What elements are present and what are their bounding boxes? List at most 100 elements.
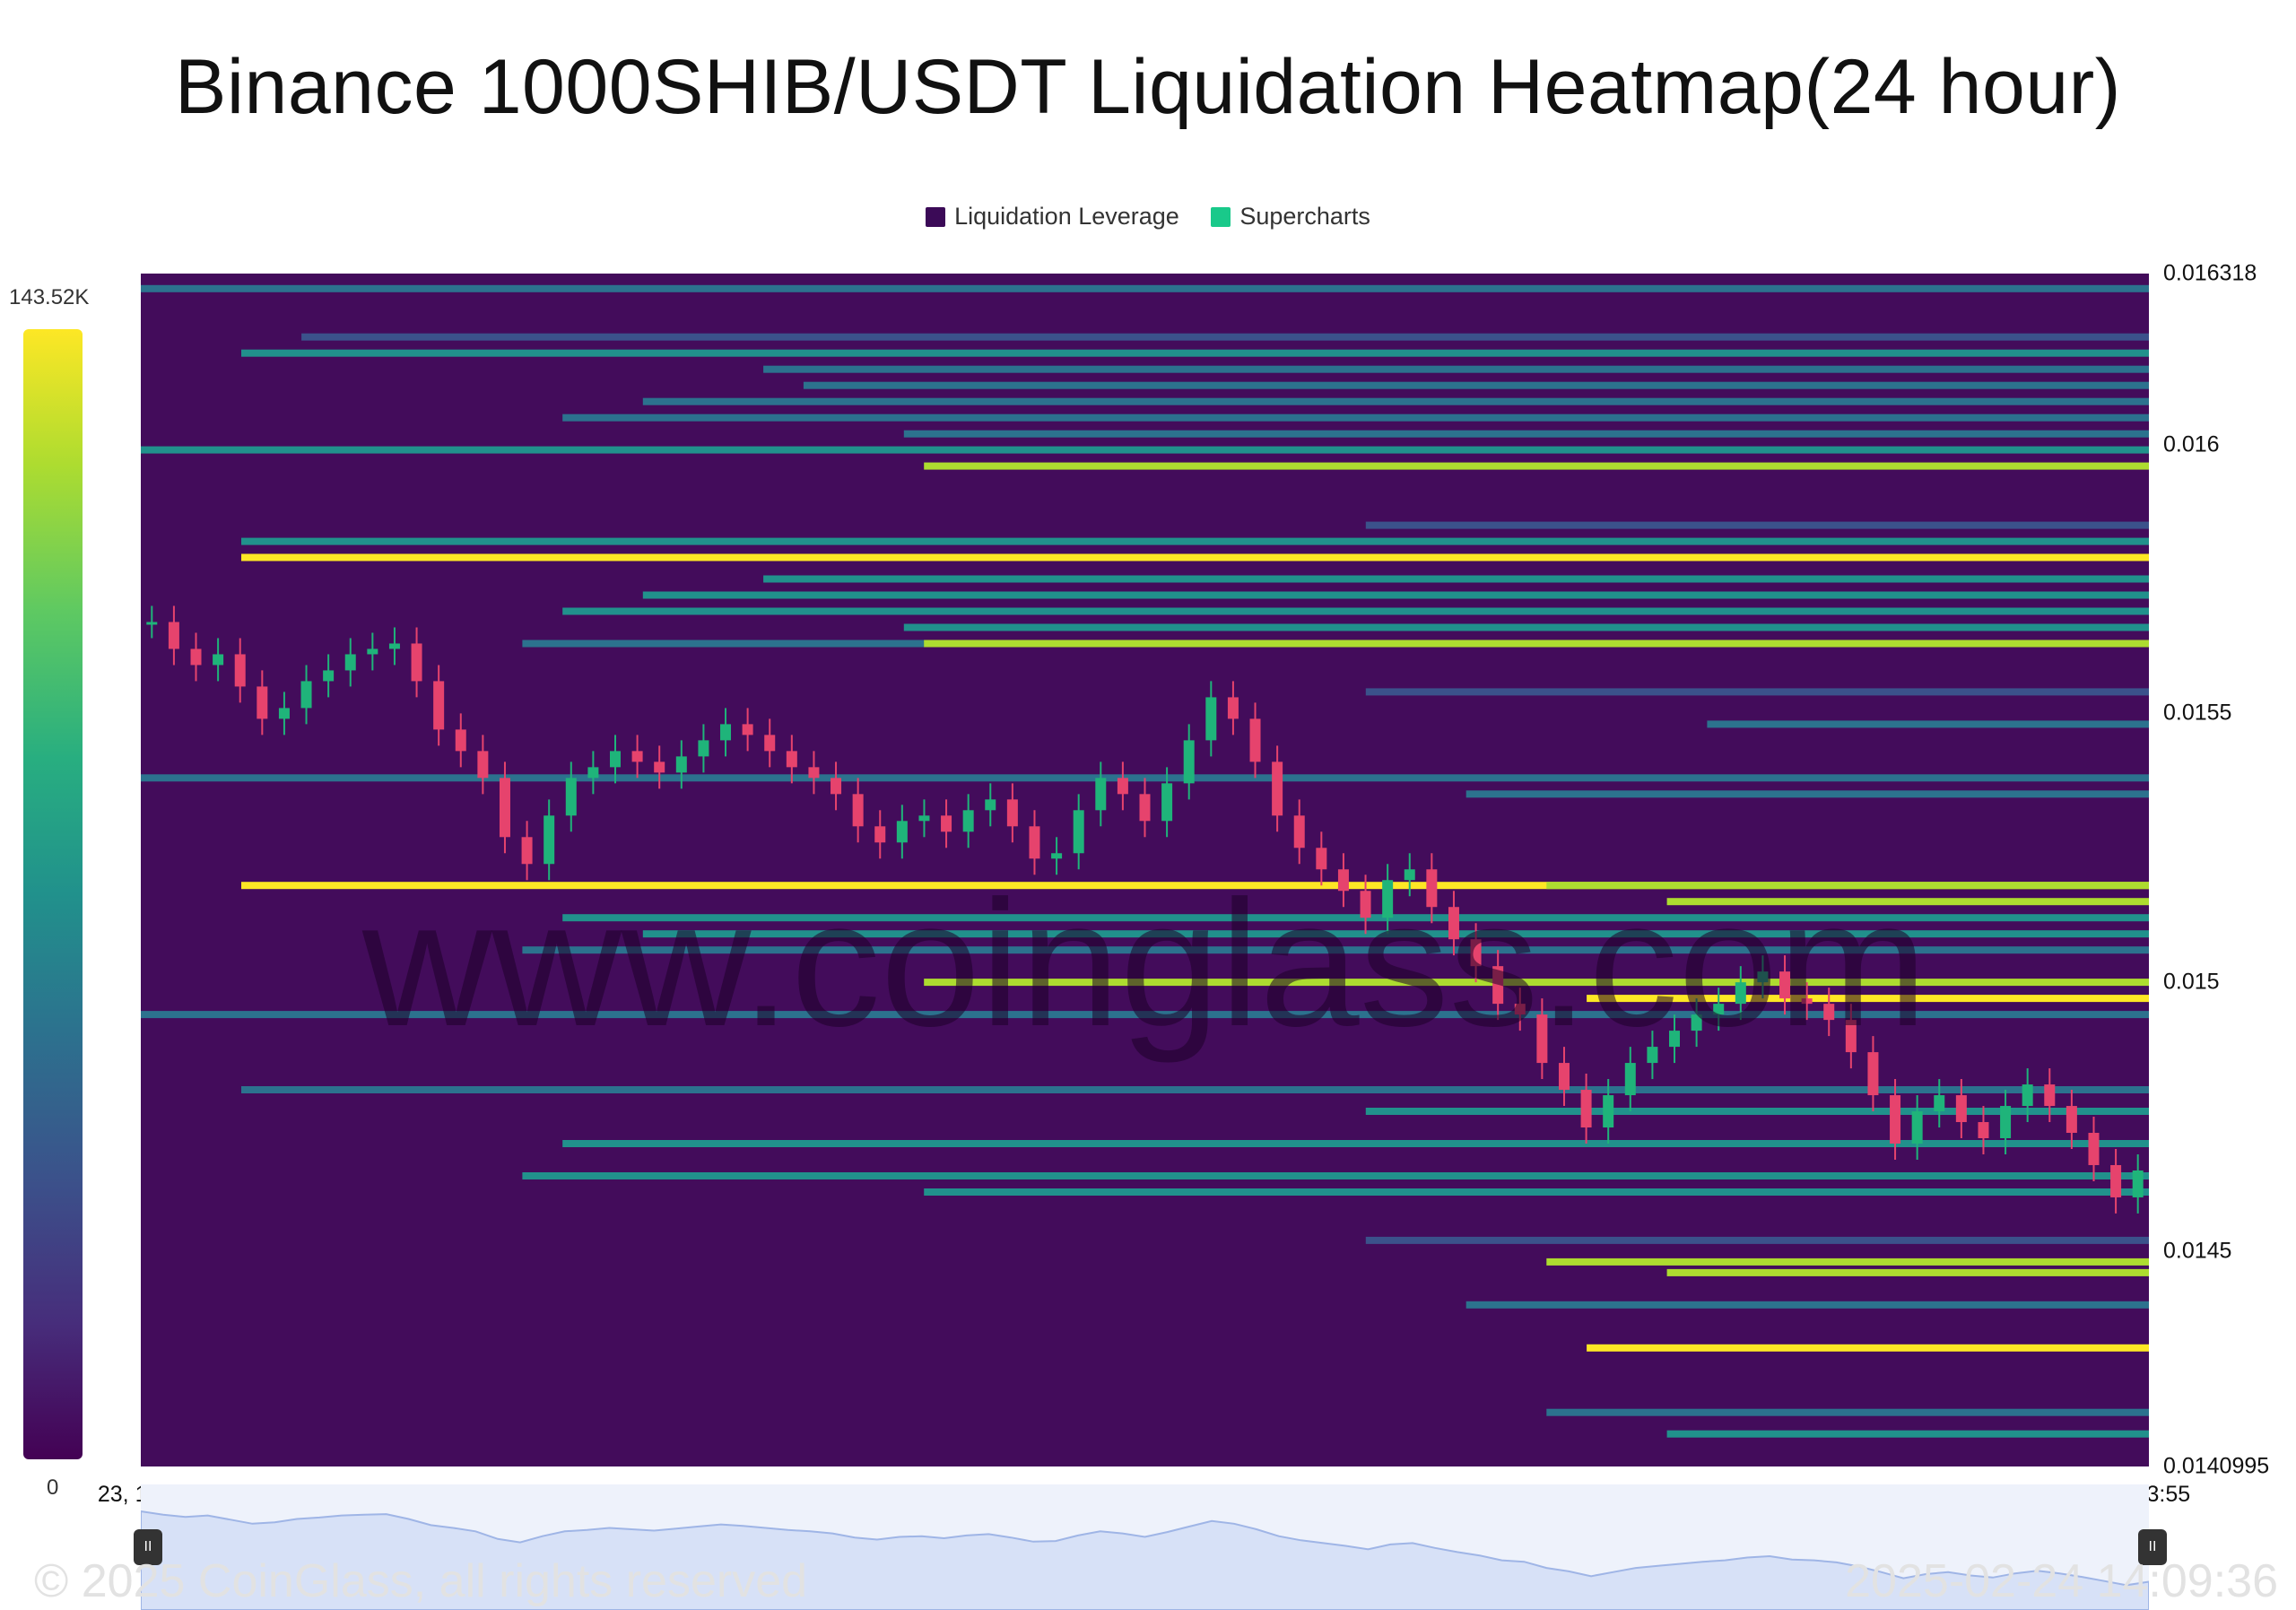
liquidation-band[interactable] bbox=[924, 979, 2149, 987]
liquidation-band[interactable] bbox=[522, 946, 2149, 954]
price-candle[interactable] bbox=[1227, 697, 1239, 719]
liquidation-band[interactable] bbox=[141, 284, 2149, 292]
liquidation-band[interactable] bbox=[241, 882, 2149, 890]
legend-item-liquidation-leverage[interactable]: Liquidation Leverage bbox=[926, 203, 1179, 231]
heatmap-plot-area[interactable]: www.coinglass.com bbox=[141, 274, 2149, 1466]
navigator-left-handle[interactable]: II bbox=[134, 1529, 162, 1565]
price-candle[interactable] bbox=[1337, 869, 1349, 892]
price-candle[interactable] bbox=[896, 821, 908, 843]
liquidation-band[interactable] bbox=[562, 607, 2149, 615]
price-candle[interactable] bbox=[587, 767, 599, 779]
price-candle[interactable] bbox=[2088, 1133, 2100, 1165]
liquidation-band[interactable] bbox=[1465, 790, 2149, 798]
price-candle[interactable] bbox=[257, 686, 268, 719]
price-candle[interactable] bbox=[1095, 778, 1107, 811]
price-candle[interactable] bbox=[2132, 1170, 2144, 1197]
price-candle[interactable] bbox=[1757, 971, 1769, 983]
price-candle[interactable] bbox=[1801, 998, 1813, 1005]
liquidation-band[interactable] bbox=[924, 640, 2149, 648]
liquidation-band[interactable] bbox=[141, 1011, 2149, 1019]
price-candle[interactable] bbox=[2022, 1084, 2033, 1107]
price-candle[interactable] bbox=[1205, 697, 1217, 741]
price-candle[interactable] bbox=[1735, 982, 1746, 1005]
price-candle[interactable] bbox=[1934, 1095, 1945, 1112]
price-candle[interactable] bbox=[1536, 1014, 1548, 1064]
liquidation-band[interactable] bbox=[1365, 1108, 2149, 1115]
liquidation-band[interactable] bbox=[1365, 521, 2149, 529]
price-candle[interactable] bbox=[1624, 1063, 1636, 1096]
price-candle[interactable] bbox=[1713, 1004, 1725, 1015]
price-candle[interactable] bbox=[1779, 971, 1791, 999]
price-candle[interactable] bbox=[1249, 718, 1261, 762]
liquidation-band[interactable] bbox=[241, 1086, 2149, 1093]
price-candle[interactable] bbox=[2110, 1164, 2122, 1197]
liquidation-band[interactable] bbox=[1546, 1258, 2149, 1266]
liquidation-band[interactable] bbox=[241, 349, 2149, 357]
price-candle[interactable] bbox=[499, 778, 510, 838]
liquidation-band[interactable] bbox=[562, 914, 2149, 922]
price-candle[interactable] bbox=[1691, 1014, 1702, 1031]
liquidation-band[interactable] bbox=[1666, 898, 2149, 906]
price-candle[interactable] bbox=[2044, 1084, 2056, 1107]
price-candle[interactable] bbox=[2066, 1106, 2077, 1134]
liquidation-band[interactable] bbox=[1365, 688, 2149, 696]
price-candle[interactable] bbox=[831, 778, 842, 795]
price-candle[interactable] bbox=[1890, 1095, 1901, 1144]
price-candle[interactable] bbox=[720, 724, 732, 741]
liquidation-band[interactable] bbox=[1587, 995, 2149, 1003]
liquidation-band[interactable] bbox=[241, 553, 2149, 561]
price-candle[interactable] bbox=[1514, 1004, 1526, 1015]
price-candle[interactable] bbox=[1580, 1090, 1592, 1128]
liquidation-band[interactable] bbox=[924, 1188, 2149, 1196]
liquidation-band[interactable] bbox=[141, 446, 2149, 454]
price-candle[interactable] bbox=[565, 778, 577, 816]
price-candle[interactable] bbox=[1139, 794, 1151, 822]
liquidation-band[interactable] bbox=[141, 774, 2149, 782]
price-candle[interactable] bbox=[323, 670, 335, 682]
liquidation-band[interactable] bbox=[642, 930, 2149, 938]
liquidation-band[interactable] bbox=[1465, 1301, 2149, 1309]
liquidation-band[interactable] bbox=[1587, 1344, 2149, 1352]
price-candle[interactable] bbox=[1272, 761, 1283, 816]
price-candle[interactable] bbox=[1845, 1020, 1857, 1053]
price-candle[interactable] bbox=[1911, 1111, 1923, 1144]
legend-item-supercharts[interactable]: Supercharts bbox=[1211, 203, 1370, 231]
liquidation-band[interactable] bbox=[903, 430, 2149, 438]
price-candle[interactable] bbox=[1404, 869, 1415, 881]
price-candle[interactable] bbox=[698, 740, 709, 757]
price-candle[interactable] bbox=[1603, 1095, 1614, 1128]
price-candle[interactable] bbox=[477, 751, 489, 779]
price-candle[interactable] bbox=[1360, 891, 1371, 918]
price-candle[interactable] bbox=[808, 767, 820, 779]
price-candle[interactable] bbox=[521, 837, 533, 865]
price-candle[interactable] bbox=[1955, 1095, 1967, 1123]
price-candle[interactable] bbox=[631, 751, 643, 762]
liquidation-band[interactable] bbox=[1546, 882, 2149, 890]
liquidation-band[interactable] bbox=[1666, 1268, 2149, 1276]
liquidation-band[interactable] bbox=[1707, 720, 2149, 728]
price-candle[interactable] bbox=[1867, 1052, 1879, 1096]
liquidation-band[interactable] bbox=[562, 413, 2149, 422]
liquidation-band[interactable] bbox=[924, 462, 2149, 470]
price-candle[interactable] bbox=[852, 794, 864, 827]
price-candle[interactable] bbox=[146, 622, 158, 625]
liquidation-band[interactable] bbox=[642, 591, 2149, 599]
time-navigator[interactable] bbox=[141, 1484, 2149, 1610]
price-candle[interactable] bbox=[675, 756, 687, 773]
price-candle[interactable] bbox=[962, 810, 974, 832]
price-candle[interactable] bbox=[190, 648, 202, 666]
price-candle[interactable] bbox=[367, 648, 378, 655]
price-candle[interactable] bbox=[1161, 783, 1173, 822]
liquidation-band[interactable] bbox=[642, 397, 2149, 405]
price-candle[interactable] bbox=[918, 815, 930, 822]
price-candle[interactable] bbox=[1448, 907, 1459, 940]
liquidation-band[interactable] bbox=[1365, 1236, 2149, 1244]
price-candle[interactable] bbox=[544, 815, 555, 865]
price-candle[interactable] bbox=[1006, 799, 1018, 827]
price-candle[interactable] bbox=[1823, 1004, 1835, 1021]
price-candle[interactable] bbox=[874, 826, 886, 843]
price-candle[interactable] bbox=[985, 799, 996, 811]
liquidation-band[interactable] bbox=[803, 381, 2149, 389]
price-candle[interactable] bbox=[278, 708, 290, 719]
price-candle[interactable] bbox=[1382, 880, 1394, 918]
